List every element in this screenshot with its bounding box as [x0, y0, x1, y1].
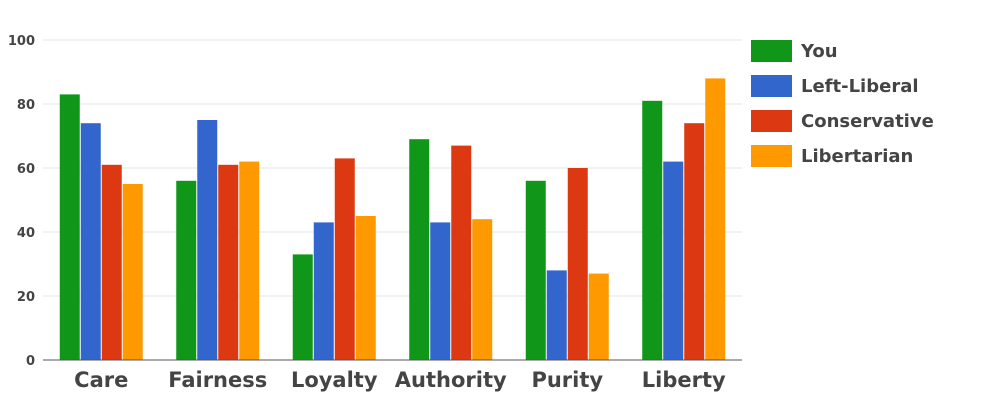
legend-swatch — [751, 75, 792, 97]
bar-libertarian-authority — [472, 219, 493, 360]
bar-conservative-authority — [451, 145, 472, 360]
x-tick-label: Loyalty — [291, 368, 378, 392]
x-tick-label: Liberty — [642, 368, 726, 392]
y-tick-label: 40 — [17, 226, 35, 241]
bar-left-liberal-authority — [430, 222, 451, 360]
y-tick-label: 0 — [26, 354, 35, 369]
bar-left-liberal-care — [80, 123, 101, 360]
y-tick-label: 80 — [17, 98, 35, 113]
bar-you-liberty — [642, 100, 663, 361]
bar-libertarian-care — [122, 184, 143, 360]
x-tick-label: Authority — [395, 368, 507, 392]
bar-conservative-purity — [567, 168, 588, 360]
bar-you-purity — [525, 180, 546, 360]
bar-conservative-liberty — [684, 123, 705, 360]
legend-label: You — [800, 41, 838, 62]
gridlines — [43, 39, 742, 297]
bar-libertarian-fairness — [239, 161, 260, 360]
bars — [59, 78, 726, 361]
legend-label: Libertarian — [801, 146, 913, 167]
bar-you-fairness — [176, 180, 197, 360]
bar-left-liberal-liberty — [663, 161, 684, 360]
x-axis-tick-labels: Care Fairness Loyalty Authority Purity Libert… — [74, 368, 726, 392]
x-tick-label: Fairness — [168, 368, 267, 392]
legend-label: Left-Liberal — [801, 76, 919, 97]
bar-libertarian-loyalty — [355, 216, 376, 360]
x-tick-label: Purity — [531, 368, 603, 392]
bar-left-liberal-loyalty — [313, 222, 334, 360]
bar-libertarian-liberty — [705, 78, 726, 361]
bar-you-care — [59, 94, 80, 361]
bar-you-authority — [409, 139, 430, 360]
bar-you-loyalty — [292, 254, 313, 360]
y-tick-label: 20 — [17, 290, 35, 305]
bar-left-liberal-fairness — [197, 120, 218, 360]
legend-swatch — [751, 40, 792, 62]
bar-conservative-loyalty — [334, 158, 355, 360]
y-tick-label: 60 — [17, 162, 35, 177]
legend: You Left-Liberal Conservative Libertarian — [751, 40, 934, 167]
y-axis-tick-labels: 0 20 40 60 80 100 — [8, 34, 35, 369]
legend-label: Conservative — [801, 111, 934, 132]
legend-swatch — [751, 110, 792, 132]
bar-libertarian-purity — [588, 273, 609, 360]
x-tick-label: Care — [74, 368, 128, 392]
bar-left-liberal-purity — [546, 270, 567, 360]
bar-conservative-care — [101, 164, 122, 360]
bar-conservative-fairness — [218, 164, 239, 360]
legend-swatch — [751, 145, 792, 167]
y-tick-label: 100 — [8, 34, 35, 49]
